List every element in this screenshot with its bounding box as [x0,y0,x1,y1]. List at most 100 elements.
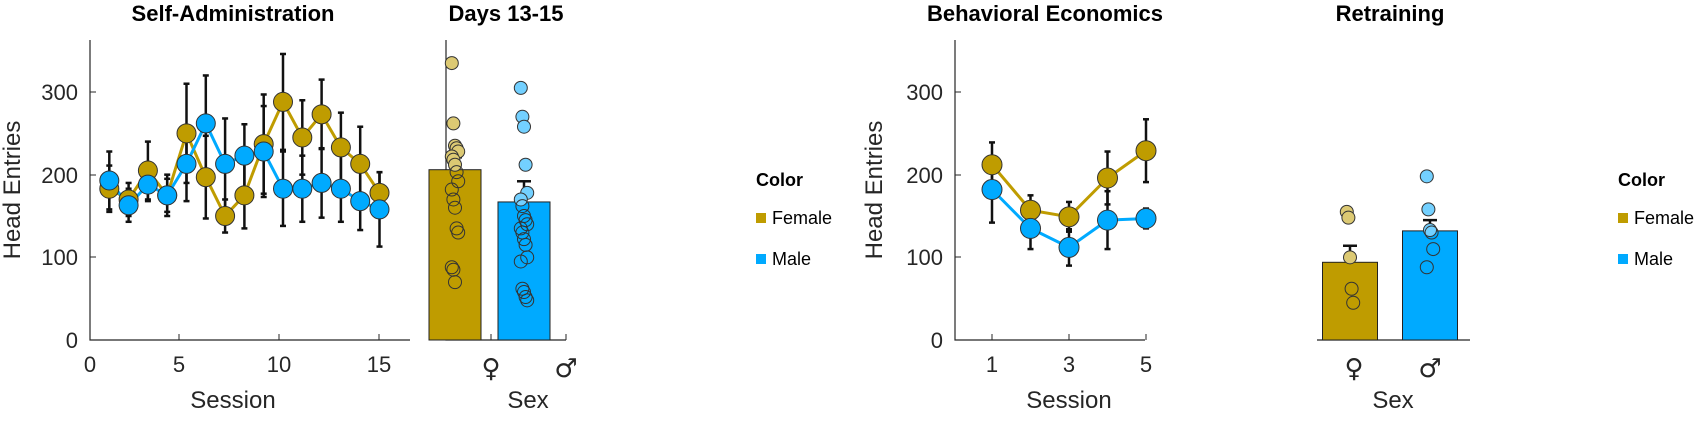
sa-xlabel: Session [190,387,275,414]
individual-point [444,56,459,71]
individual-point [1343,250,1357,265]
be-ytick-label: 100 [906,245,943,270]
be-xticks: 1 3 5 [986,334,1152,377]
individual-point [444,260,459,275]
legend-1-male-swatch [756,254,766,264]
individual-point [517,119,531,134]
sa-ytick-label: 0 [66,328,78,353]
rt-title: Retraining [1336,1,1445,26]
data-point [253,141,274,162]
be-xtick-label: 5 [1140,352,1152,377]
data-point [99,170,120,191]
individual-point [515,199,530,214]
data-point [292,178,313,199]
data-point [292,127,313,148]
legend-2-male-label: Male [1634,249,1673,269]
bar [428,169,482,341]
sa-yticks: 0 100 200 300 [41,80,96,353]
sa-xticks: 0 5 10 15 [84,334,391,377]
individual-point [451,225,466,240]
individual-point [518,157,533,172]
sa-title: Self-Administration [132,1,335,26]
individual-point [1419,169,1434,184]
bar [497,201,551,341]
female-symbol: ♀ [481,354,500,384]
individual-point [446,116,461,131]
individual-point [513,80,528,95]
be-xtick-label: 1 [986,352,998,377]
data-point [195,113,216,134]
data-point [350,153,371,174]
individual-point [517,232,531,247]
retraining-panel: Retraining ♀ ♂ Sex [1317,1,1470,414]
sa-ytick-label: 100 [41,245,78,270]
legend-2-female-label: Female [1634,208,1694,228]
be-xtick-label: 3 [1063,352,1075,377]
data-point [234,185,255,206]
individual-point [446,192,461,207]
individual-point [1423,223,1437,238]
individual-point [448,275,462,290]
data-point [981,154,1003,176]
data-point [1058,236,1080,258]
data-point [981,179,1003,201]
data-point [118,195,139,216]
be-marks [981,118,1157,267]
individual-point [448,200,462,215]
be-ytick-label: 0 [931,328,943,353]
data-point [1058,206,1080,228]
rt-xlabel: Sex [1372,387,1413,414]
be-ytick-label: 200 [906,163,943,188]
data-point [176,153,197,174]
individual-point [520,293,535,308]
be-ytick-label: 300 [906,80,943,105]
individual-point [513,254,528,269]
sa-ylabel: Head Entries [0,121,26,260]
sa-xtick-label: 15 [367,352,391,377]
legend-2-title: Color [1618,170,1665,190]
days-13-15-panel: Days 13-15 ♀ ♂ Sex [428,1,578,414]
female-symbol: ♀ [1344,354,1363,384]
data-point [195,167,216,188]
data-point [1097,167,1118,189]
individual-point [449,165,464,180]
sa-xtick-label: 0 [84,352,96,377]
individual-point [1344,281,1359,296]
legend-1-female-swatch [756,213,766,223]
legend-1-male-label: Male [772,249,811,269]
data-point [350,191,371,212]
individual-point [1421,202,1436,217]
individual-point [1346,295,1361,310]
legend-1-title: Color [756,170,803,190]
individual-point [444,182,459,197]
bar [1322,261,1378,341]
days-xlabel: Sex [507,387,548,414]
days-marks [428,56,551,341]
data-point [273,91,293,112]
data-point [369,199,390,220]
data-point [215,153,236,174]
be-title: Behavioral Economics [927,1,1163,26]
data-point [1020,217,1041,239]
behavioral-economics-panel: Behavioral Economics 1 3 5 0 100 200 300… [861,1,1163,414]
data-point [137,174,158,195]
legend-1-female-label: Female [772,208,832,228]
data-point [234,145,255,166]
legend-2: Color Female Male [1618,170,1694,269]
bar [1402,230,1458,341]
be-xlabel: Session [1026,387,1111,414]
individual-point [1424,225,1439,240]
data-point [1097,209,1118,231]
data-point [215,206,236,226]
sa-marks [99,52,390,248]
sa-xtick-label: 5 [173,352,185,377]
self-administration-panel: Self-Administration 0 5 10 15 0 100 200 … [0,1,410,414]
data-point [176,123,197,144]
legend-2-female-swatch [1618,213,1628,223]
individual-point [518,290,533,305]
male-symbol: ♂ [1418,354,1441,384]
sa-ytick-label: 200 [41,163,78,188]
days-title: Days 13-15 [449,1,564,26]
rt-marks [1322,169,1458,341]
